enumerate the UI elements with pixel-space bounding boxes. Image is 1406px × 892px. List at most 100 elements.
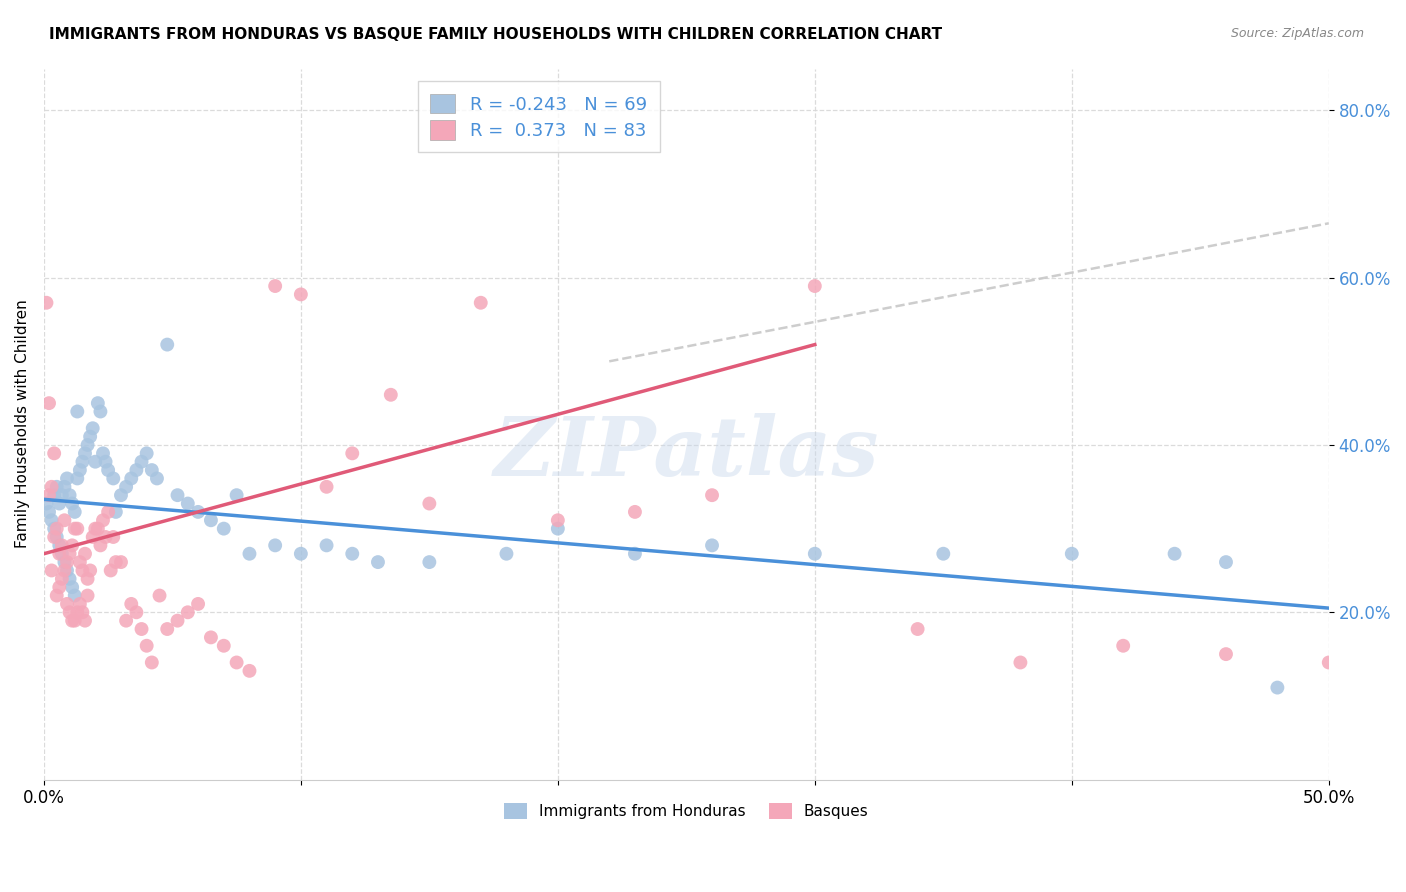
- Point: [97, 505, 120, 519]
- Point: [264, 538, 287, 552]
- Point: [804, 547, 827, 561]
- Point: [342, 446, 364, 460]
- Point: [418, 555, 440, 569]
- Point: [125, 463, 148, 477]
- Point: [45, 589, 67, 603]
- Point: [73, 547, 96, 561]
- Point: [73, 614, 96, 628]
- Point: [91, 446, 114, 460]
- Point: [1317, 656, 1340, 670]
- Point: [73, 446, 96, 460]
- Point: [200, 631, 222, 645]
- Point: [89, 538, 111, 552]
- Point: [84, 522, 107, 536]
- Point: [51, 547, 73, 561]
- Point: [1215, 555, 1237, 569]
- Point: [148, 589, 170, 603]
- Point: [48, 547, 70, 561]
- Point: [58, 605, 80, 619]
- Point: [103, 471, 125, 485]
- Point: [79, 564, 101, 578]
- Point: [141, 463, 163, 477]
- Point: [38, 505, 60, 519]
- Point: [624, 505, 647, 519]
- Point: [342, 547, 364, 561]
- Point: [58, 488, 80, 502]
- Point: [87, 396, 110, 410]
- Point: [187, 597, 209, 611]
- Point: [470, 295, 492, 310]
- Point: [56, 564, 79, 578]
- Point: [141, 656, 163, 670]
- Point: [87, 522, 110, 536]
- Point: [69, 555, 91, 569]
- Y-axis label: Family Households with Children: Family Households with Children: [15, 300, 30, 549]
- Point: [41, 513, 63, 527]
- Point: [212, 522, 235, 536]
- Point: [45, 480, 67, 494]
- Point: [44, 530, 66, 544]
- Point: [66, 522, 89, 536]
- Point: [131, 455, 153, 469]
- Point: [76, 589, 98, 603]
- Text: Source: ZipAtlas.com: Source: ZipAtlas.com: [1230, 27, 1364, 40]
- Point: [69, 597, 91, 611]
- Point: [225, 656, 247, 670]
- Point: [72, 564, 94, 578]
- Point: [547, 522, 569, 536]
- Point: [60, 497, 83, 511]
- Point: [53, 480, 76, 494]
- Point: [418, 497, 440, 511]
- Point: [72, 605, 94, 619]
- Point: [146, 471, 169, 485]
- Point: [66, 471, 89, 485]
- Point: [131, 622, 153, 636]
- Point: [84, 455, 107, 469]
- Point: [177, 497, 200, 511]
- Point: [35, 295, 58, 310]
- Point: [91, 513, 114, 527]
- Point: [51, 572, 73, 586]
- Point: [60, 614, 83, 628]
- Point: [94, 530, 117, 544]
- Point: [82, 421, 104, 435]
- Point: [115, 614, 138, 628]
- Point: [110, 488, 132, 502]
- Point: [290, 287, 312, 301]
- Point: [76, 438, 98, 452]
- Point: [907, 622, 929, 636]
- Point: [212, 639, 235, 653]
- Point: [103, 530, 125, 544]
- Point: [125, 605, 148, 619]
- Point: [315, 480, 337, 494]
- Point: [72, 455, 94, 469]
- Point: [104, 505, 127, 519]
- Point: [700, 538, 723, 552]
- Point: [60, 580, 83, 594]
- Point: [1163, 547, 1185, 561]
- Point: [51, 488, 73, 502]
- Point: [82, 530, 104, 544]
- Point: [41, 480, 63, 494]
- Point: [60, 538, 83, 552]
- Point: [63, 505, 86, 519]
- Point: [58, 572, 80, 586]
- Point: [177, 605, 200, 619]
- Point: [380, 388, 402, 402]
- Point: [264, 279, 287, 293]
- Point: [48, 497, 70, 511]
- Point: [135, 639, 157, 653]
- Point: [1112, 639, 1135, 653]
- Text: ZIPatlas: ZIPatlas: [494, 412, 879, 492]
- Point: [51, 538, 73, 552]
- Point: [1267, 681, 1289, 695]
- Point: [225, 488, 247, 502]
- Point: [110, 555, 132, 569]
- Point: [1060, 547, 1083, 561]
- Point: [48, 538, 70, 552]
- Point: [804, 279, 827, 293]
- Point: [69, 463, 91, 477]
- Point: [1010, 656, 1032, 670]
- Point: [38, 488, 60, 502]
- Point: [41, 564, 63, 578]
